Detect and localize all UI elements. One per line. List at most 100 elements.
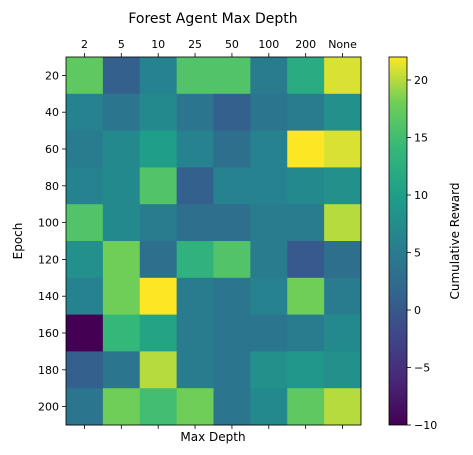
colorbar-tick-label: −10 <box>414 419 437 432</box>
y-axis-ticks: 20 40 60 80 100 120 140 160 180 200 <box>38 69 66 414</box>
heatmap-cell <box>176 204 214 242</box>
heatmap-cell <box>102 388 141 426</box>
heatmap-cell <box>250 277 288 316</box>
heatmap-cell <box>324 204 362 242</box>
y-tick-label: 120 <box>38 253 59 266</box>
x-axis-label: Max Depth <box>180 430 245 444</box>
plot-frame <box>65 56 362 426</box>
heatmap-cell <box>66 388 104 426</box>
colorbar-tick-label: 15 <box>414 132 428 145</box>
heatmap-cell <box>250 204 288 242</box>
x-tick-label: None <box>328 38 357 51</box>
y-tick-label: 100 <box>38 217 59 230</box>
x-tick-label: 5 <box>118 38 125 51</box>
heatmap-cell <box>324 130 362 168</box>
heatmap-cell <box>287 277 325 316</box>
heatmap-cell <box>102 57 141 95</box>
heatmap-cell <box>139 130 178 168</box>
heatmap-cell <box>324 388 362 426</box>
heatmap-cell <box>213 277 251 316</box>
colorbar-tick-label: 20 <box>414 74 428 87</box>
heatmap-cell <box>176 388 214 426</box>
heatmap-cell <box>213 93 251 132</box>
heatmap-cell <box>139 204 178 242</box>
heatmap-cell <box>250 57 288 95</box>
heatmap-cell <box>250 314 288 352</box>
heatmap-cell <box>250 388 288 426</box>
heatmap-cell <box>213 314 251 352</box>
colorbar-tick-label: 0 <box>414 304 421 317</box>
heatmap-cell <box>66 241 104 279</box>
y-tick-label: 40 <box>45 106 59 119</box>
colorbar-gradient <box>388 56 408 426</box>
heatmap-cell <box>213 57 251 95</box>
heatmap-cell <box>213 130 251 168</box>
heatmap-cell <box>287 57 325 95</box>
heatmap-cell <box>250 93 288 132</box>
heatmap-cell <box>176 130 214 168</box>
heatmap-cell <box>250 130 288 168</box>
colorbar-tick-label: 5 <box>414 247 421 260</box>
heatmap-cell <box>139 388 178 426</box>
y-tick-label: 80 <box>45 180 59 193</box>
y-axis-label: Epoch <box>11 223 25 260</box>
heatmap-cell <box>66 277 104 316</box>
heatmap-cells <box>66 57 362 426</box>
heatmap-cell <box>250 351 288 389</box>
heatmap-cell <box>324 167 362 205</box>
heatmap-cell <box>287 204 325 242</box>
heatmap-cell <box>287 351 325 389</box>
colorbar-tick-label: −5 <box>414 362 430 375</box>
heatmap-cell <box>102 93 141 132</box>
heatmap-cell <box>287 167 325 205</box>
heatmap-cell <box>102 167 141 205</box>
x-tick-label: 50 <box>225 38 239 51</box>
colorbar-tick-label: 10 <box>414 189 428 202</box>
y-tick-label: 20 <box>45 69 59 82</box>
heatmap-cell <box>139 167 178 205</box>
heatmap-cell <box>66 93 104 132</box>
heatmap-cell <box>213 167 251 205</box>
heatmap-cell <box>324 277 362 316</box>
x-tick-label: 25 <box>188 38 202 51</box>
heatmap-cell <box>324 351 362 389</box>
heatmap-cell <box>176 314 214 352</box>
y-tick-label: 200 <box>38 401 59 414</box>
heatmap-cell <box>102 204 141 242</box>
heatmap-cell <box>213 241 251 279</box>
heatmap-cell <box>139 241 178 279</box>
heatmap-cell <box>139 277 178 316</box>
heatmap-cell <box>324 93 362 132</box>
heatmap-cell <box>139 351 178 389</box>
heatmap-cell <box>176 167 214 205</box>
heatmap-cell <box>139 314 178 352</box>
heatmap-cell <box>250 241 288 279</box>
heatmap-cell <box>324 314 362 352</box>
x-tick-label: 2 <box>81 38 88 51</box>
y-tick-label: 160 <box>38 327 59 340</box>
heatmap-cell <box>176 241 214 279</box>
heatmap-cell <box>66 314 104 352</box>
heatmap-cell <box>250 167 288 205</box>
heatmap-cell <box>287 241 325 279</box>
heatmap-cell <box>213 388 251 426</box>
heatmap-cell <box>66 351 104 389</box>
heatmap-cell <box>102 241 141 279</box>
heatmap-cell <box>102 351 141 389</box>
heatmap-cell <box>66 57 104 95</box>
heatmap-cell <box>287 130 325 168</box>
x-tick-label: 100 <box>258 38 279 51</box>
x-axis-ticks: 2 5 10 25 50 100 200 None <box>81 38 357 429</box>
heatmap-cell <box>287 388 325 426</box>
x-tick-label: 10 <box>151 38 165 51</box>
heatmap-cell <box>324 241 362 279</box>
heatmap-cell <box>102 314 141 352</box>
heatmap-cell <box>176 93 214 132</box>
y-tick-label: 180 <box>38 364 59 377</box>
heatmap-cell <box>139 93 178 132</box>
y-tick-label: 60 <box>45 143 59 156</box>
heatmap-cell <box>66 130 104 168</box>
colorbar-label: Cumulative Reward <box>448 183 462 300</box>
heatmap-cell <box>176 277 214 316</box>
